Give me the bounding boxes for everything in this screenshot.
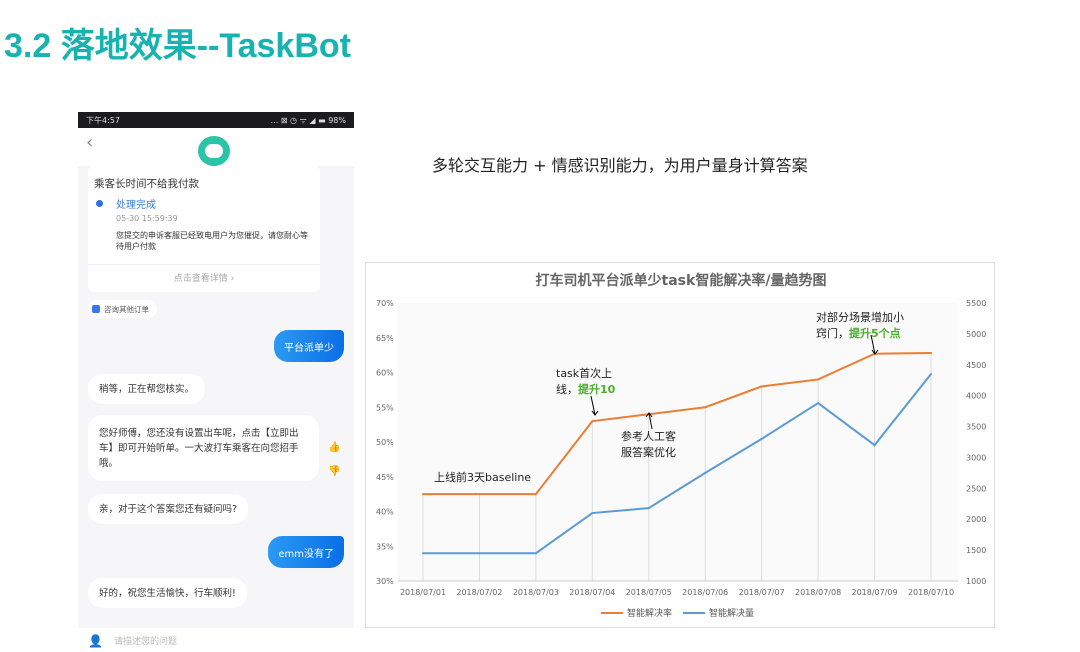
trend-chart: 打车司机平台派单少task智能解决率/量趋势图 30% 35% 40% 45% 50% 55… bbox=[376, 272, 986, 619]
battery-level: 98% bbox=[328, 115, 346, 125]
series-line-right bbox=[423, 373, 932, 555]
card-status: 处理完成 bbox=[116, 200, 156, 211]
x-tick: 2018/07/10 bbox=[908, 588, 954, 597]
data-point bbox=[422, 552, 424, 555]
y-right-tick: 1500 bbox=[966, 546, 986, 555]
y-left-tick: 70% bbox=[376, 299, 394, 308]
bot-message: 稍等，正在帮您核实。 bbox=[88, 374, 206, 404]
y-right-tick: 5500 bbox=[966, 299, 986, 308]
legend-label: 智能解决率 bbox=[627, 607, 672, 619]
x-tick: 2018/07/02 bbox=[456, 588, 502, 597]
x-tick: 2018/07/01 bbox=[400, 588, 446, 597]
x-tick: 2018/07/08 bbox=[795, 588, 841, 597]
data-point bbox=[591, 420, 594, 423]
status-bar: 下午4:57 ... ⊠ ◷ ᯤ ◢ ▬ 98% bbox=[78, 112, 354, 128]
data-point bbox=[534, 493, 537, 496]
arrow-icon bbox=[870, 334, 876, 355]
x-tick: 2018/07/04 bbox=[569, 588, 615, 597]
input-bar[interactable]: 👤 请描述您的问题 bbox=[78, 628, 354, 652]
data-point bbox=[647, 507, 650, 510]
status-time: 下午4:57 bbox=[86, 115, 120, 125]
chevron-left-icon[interactable]: ‹ bbox=[86, 132, 94, 153]
y-right-tick: 2500 bbox=[966, 484, 986, 493]
nav-bar: ‹ bbox=[78, 128, 354, 166]
data-point bbox=[704, 471, 707, 474]
y-left-tick: 55% bbox=[376, 403, 394, 412]
data-point bbox=[930, 352, 932, 355]
chip-label: 咨询其他订单 bbox=[104, 304, 149, 314]
annotation-text: 窍门，提升5个点 bbox=[816, 326, 901, 340]
view-details-link[interactable]: 点击查看详情 › bbox=[88, 264, 320, 284]
data-point bbox=[760, 437, 763, 440]
other-orders-chip[interactable]: 咨询其他订单 bbox=[88, 300, 157, 318]
arrow-head-icon bbox=[871, 349, 879, 355]
card-time: 05-30 15:59:39 bbox=[116, 214, 178, 223]
y-right-tick: 5000 bbox=[966, 330, 986, 339]
data-point bbox=[704, 406, 707, 409]
slide-title: 3.2 落地效果--TaskBot bbox=[4, 27, 351, 65]
message-input[interactable]: 请描述您的问题 bbox=[114, 636, 178, 647]
thumbs-down-icon[interactable]: 👎 bbox=[328, 466, 341, 477]
y-right-tick: 4000 bbox=[966, 392, 986, 401]
arrow-icon bbox=[648, 412, 653, 430]
data-point bbox=[534, 552, 537, 555]
y-left-tick: 40% bbox=[376, 508, 394, 517]
order-icon bbox=[92, 305, 100, 313]
card-desc: 您提交的申诉客服已经致电用户为您催促，请您耐心等待用户付款 bbox=[116, 231, 308, 251]
annotation-text: 服答案优化 bbox=[621, 445, 676, 459]
annotation-text: 对部分场景增加小 bbox=[816, 310, 904, 324]
data-point bbox=[760, 385, 763, 388]
y-left-tick: 35% bbox=[376, 542, 394, 551]
status-icons: ... ⊠ ◷ ᯤ ◢ ▬ bbox=[270, 115, 326, 125]
x-tick: 2018/07/07 bbox=[739, 588, 785, 597]
user-message: 平台派单少 bbox=[274, 330, 344, 362]
data-point bbox=[591, 512, 594, 515]
legend-label: 智能解决量 bbox=[709, 607, 754, 619]
complaint-card: 乘客长时间不给我付款 处理完成 05-30 15:59:39 您提交的申诉客服已… bbox=[88, 166, 320, 292]
data-point bbox=[873, 444, 876, 447]
x-tick: 2018/07/09 bbox=[852, 588, 898, 597]
bot-message: 亲，对于这个答案您还有疑问吗? bbox=[88, 494, 249, 524]
data-point bbox=[478, 552, 481, 555]
bot-message: 您好师傅，您还没有设置出车呢，点击【立即出车】即可开始听单。一大波打车乘客在向您… bbox=[88, 415, 319, 481]
user-message: emm没有了 bbox=[268, 536, 344, 568]
bot-avatar bbox=[198, 136, 230, 166]
y-right-tick: 3000 bbox=[966, 453, 986, 462]
y-right-tick: 3500 bbox=[966, 423, 986, 432]
chart-container: 打车司机平台派单少task智能解决率/量趋势图 30% 35% 40% 45% 50% 55… bbox=[365, 262, 995, 628]
plot-area bbox=[398, 303, 958, 581]
data-point bbox=[930, 373, 932, 376]
annotation-text: 上线前3天baseline bbox=[434, 470, 531, 484]
y-left-tick: 60% bbox=[376, 369, 394, 378]
series-line-left bbox=[423, 352, 932, 496]
thumbs-up-icon[interactable]: 👍 bbox=[328, 442, 341, 453]
chart-title: 打车司机平台派单少task智能解决率/量趋势图 bbox=[536, 272, 827, 289]
y-left-tick: 50% bbox=[376, 438, 394, 447]
y-right-tick: 2000 bbox=[966, 515, 986, 524]
card-title: 乘客长时间不给我付款 bbox=[94, 178, 199, 190]
annotation-text: task首次上 bbox=[556, 366, 612, 380]
annotation-text: 线，提升10 bbox=[556, 382, 616, 396]
data-point bbox=[817, 402, 820, 405]
x-tick: 2018/07/05 bbox=[626, 588, 672, 597]
phone-screenshot: 下午4:57 ... ⊠ ◷ ᯤ ◢ ▬ 98% ‹ 乘客长时间不给我付款 处理… bbox=[78, 112, 354, 652]
x-tick: 2018/07/03 bbox=[513, 588, 559, 597]
y-left-tick: 30% bbox=[376, 577, 394, 586]
arrow-icon bbox=[590, 395, 596, 416]
x-tick: 2018/07/06 bbox=[682, 588, 728, 597]
data-point bbox=[478, 493, 481, 496]
data-point bbox=[422, 493, 424, 496]
y-left-tick: 45% bbox=[376, 473, 394, 482]
y-right-tick: 1000 bbox=[966, 577, 986, 586]
slide-subtitle: 多轮交互能力 + 情感识别能力，为用户量身计算答案 bbox=[432, 156, 808, 175]
annotation-text: 参考人工客 bbox=[621, 429, 676, 443]
user-service-icon[interactable]: 👤 bbox=[88, 634, 103, 648]
status-dot-icon bbox=[96, 200, 103, 207]
data-point bbox=[817, 378, 820, 381]
arrow-head-icon bbox=[645, 412, 653, 418]
y-left-tick: 65% bbox=[376, 334, 394, 343]
y-right-tick: 4500 bbox=[966, 361, 986, 370]
arrow-head-icon bbox=[591, 410, 599, 416]
bot-message: 好的，祝您生活愉快，行车顺利! bbox=[88, 578, 247, 608]
